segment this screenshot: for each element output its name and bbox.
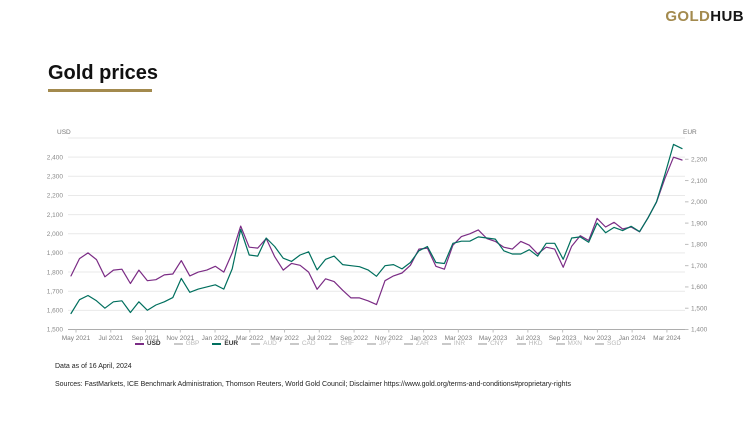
- right-axis-tick-label: 1,800: [691, 242, 708, 249]
- legend-item-eur[interactable]: EUR: [212, 340, 238, 348]
- legend-item-cny[interactable]: CNY: [478, 340, 504, 348]
- legend-item-inr[interactable]: INR: [441, 340, 466, 348]
- right-axis-title: EUR: [683, 129, 697, 136]
- x-axis-tick-label: Sep 2022: [340, 335, 368, 342]
- left-axis-tick-label: 2,100: [47, 212, 64, 219]
- legend-item-usd[interactable]: USD: [134, 340, 161, 348]
- legend-item-jpy[interactable]: JPY: [366, 340, 391, 348]
- sources-text: Sources: FastMarkets, ICE Benchmark Admi…: [55, 381, 571, 388]
- legend-item-cad[interactable]: CAD: [289, 340, 316, 348]
- legend-swatch-eur: [212, 343, 222, 345]
- legend-swatch-aud: [251, 343, 261, 345]
- left-axis-tick-label: 2,200: [47, 193, 64, 200]
- x-axis-tick-label: Jan 2023: [410, 335, 437, 342]
- legend-label: ZAR: [415, 340, 429, 347]
- title-underline: [48, 89, 152, 92]
- x-axis-tick-label: Nov 2021: [166, 335, 194, 342]
- x-axis-tick-label: Jul 2022: [307, 335, 332, 342]
- x-axis-tick-label: Mar 2022: [236, 335, 264, 342]
- x-axis-tick-label: Mar 2023: [445, 335, 473, 342]
- x-axis-tick-label: May 2021: [62, 335, 91, 342]
- legend-swatch-jpy: [366, 343, 376, 345]
- legend-label: HKD: [528, 340, 543, 347]
- legend-item-gbp[interactable]: GBP: [173, 340, 200, 348]
- legend-label: USD: [146, 340, 161, 347]
- legend-label: EUR: [224, 340, 239, 347]
- legend-item-chf[interactable]: CHF: [328, 340, 354, 348]
- x-axis-tick-label: Nov 2022: [375, 335, 403, 342]
- legend-label: CNY: [490, 340, 504, 347]
- legend-swatch-sgd: [594, 343, 604, 345]
- x-axis-tick-label: Jan 2022: [202, 335, 229, 342]
- x-axis-tick-label: Mar 2024: [653, 335, 681, 342]
- legend-swatch-hkd: [516, 343, 526, 345]
- left-axis-tick-label: 2,000: [47, 231, 64, 238]
- legend-label: INR: [453, 340, 466, 347]
- logo-gold-text: GOLD: [665, 8, 711, 25]
- legend-item-sgd[interactable]: SGD: [594, 340, 622, 348]
- legend-swatch-gbp: [173, 343, 183, 345]
- legend-item-hkd[interactable]: HKD: [516, 340, 543, 348]
- x-axis-tick-label: Nov 2023: [583, 335, 611, 342]
- legend-swatch-zar: [403, 343, 413, 345]
- right-axis-tick-label: 1,900: [691, 220, 708, 227]
- legend-label: JPY: [378, 340, 391, 347]
- left-axis-tick-label: 1,500: [47, 327, 64, 334]
- x-axis-tick-label: Jan 2024: [619, 335, 646, 342]
- chart-legend: USD GBP EUR AUD CAD CHF JPY ZAR INR CNY HKD MXN SGD: [0, 340, 756, 348]
- legend-item-aud[interactable]: AUD: [251, 340, 277, 348]
- legend-label: SGD: [606, 340, 622, 347]
- left-axis-tick-label: 1,800: [47, 269, 64, 276]
- left-axis-tick-label: 1,900: [47, 250, 64, 257]
- x-axis-tick-label: May 2023: [479, 335, 508, 342]
- x-axis-tick-label: Jul 2023: [516, 335, 541, 342]
- logo-hub-text: HUB: [710, 8, 744, 25]
- right-axis-tick-label: 1,400: [691, 327, 708, 334]
- left-axis-tick-label: 1,600: [47, 308, 64, 315]
- legend-label: AUD: [263, 340, 277, 347]
- legend-swatch-inr: [441, 343, 451, 345]
- goldhub-logo: GOLDHUB: [665, 8, 744, 25]
- left-axis-tick-label: 2,300: [47, 174, 64, 181]
- legend-swatch-chf: [328, 343, 338, 345]
- legend-item-zar[interactable]: ZAR: [403, 340, 429, 348]
- x-axis-tick-label: Sep 2021: [132, 335, 160, 342]
- legend-label: CAD: [301, 340, 316, 347]
- right-axis-tick-label: 1,600: [691, 284, 708, 291]
- right-axis-tick-label: 1,500: [691, 305, 708, 312]
- right-axis-tick-label: 2,000: [691, 199, 708, 206]
- legend-swatch-cny: [478, 343, 488, 345]
- legend-label: CHF: [340, 340, 354, 347]
- legend-swatch-usd: [134, 343, 144, 345]
- x-axis-tick-label: Jul 2021: [98, 335, 123, 342]
- legend-label: GBP: [185, 340, 200, 347]
- legend-item-mxn[interactable]: MXN: [555, 340, 582, 348]
- right-axis-tick-label: 2,100: [691, 178, 708, 185]
- left-axis-title: USD: [57, 129, 71, 136]
- x-axis-tick-label: May 2022: [270, 335, 299, 342]
- right-axis-tick-label: 1,700: [691, 263, 708, 270]
- left-axis-tick-label: 2,400: [47, 154, 64, 161]
- right-axis-tick-label: 2,200: [691, 156, 708, 163]
- usd-line: [70, 156, 683, 306]
- eur-line: [70, 143, 683, 315]
- page-title: Gold prices: [48, 62, 159, 84]
- gold-price-chart: USD EUR 1,500 1,600 1,700 1,800 1,900 2,000 2,10…: [47, 129, 708, 342]
- x-axis-tick-label: Sep 2023: [549, 335, 577, 342]
- left-axis-tick-label: 1,700: [47, 288, 64, 295]
- legend-swatch-cad: [289, 343, 299, 345]
- data-as-of-text: Data as of 16 April, 2024: [55, 363, 132, 370]
- legend-label: MXN: [567, 340, 582, 347]
- legend-swatch-mxn: [555, 343, 565, 345]
